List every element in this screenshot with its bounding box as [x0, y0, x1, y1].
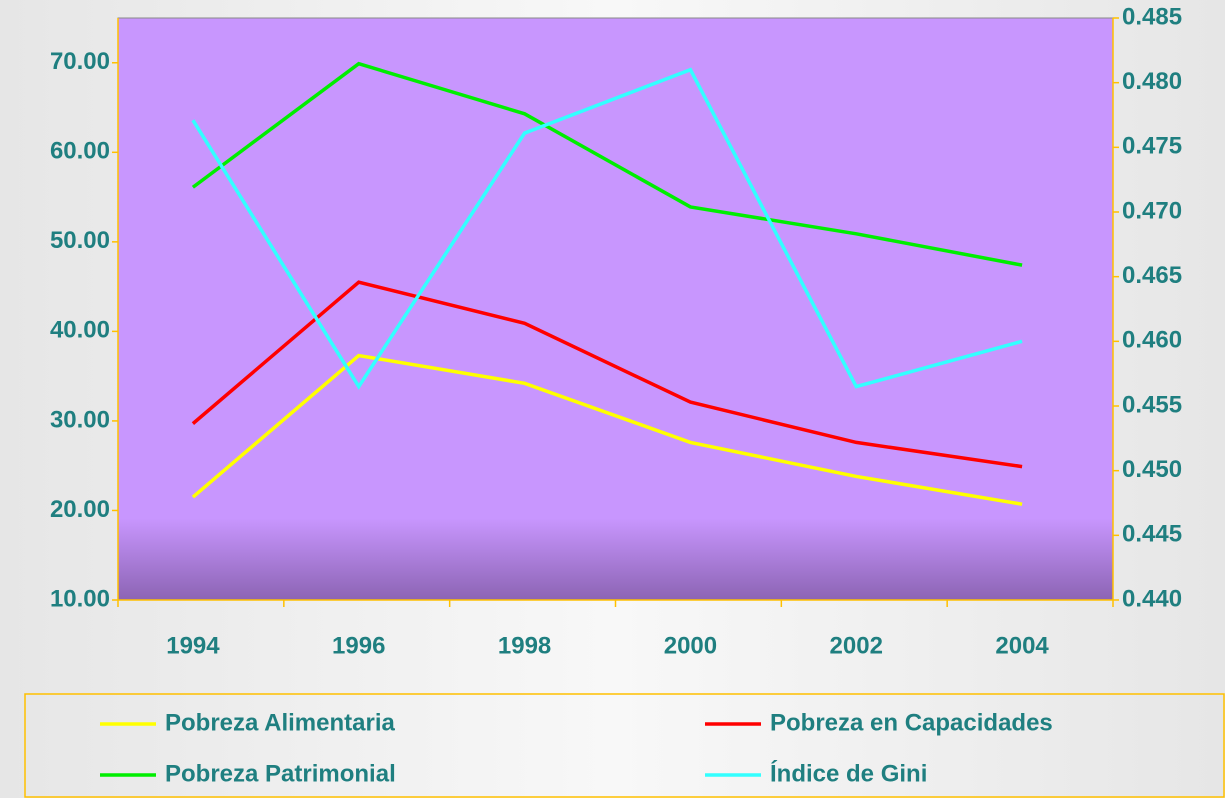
- y-tick-label: 10.00: [50, 585, 110, 612]
- y2-tick-label: 0.450: [1122, 456, 1182, 483]
- y-tick-label: 20.00: [50, 496, 110, 523]
- series-line: [191, 353, 1023, 506]
- legend-label: Pobreza Patrimonial: [165, 760, 396, 787]
- series-line: [191, 67, 1023, 390]
- x-tick-label: 2002: [830, 632, 883, 659]
- y2-tick-label: 0.465: [1122, 262, 1182, 289]
- plot-area: [117, 17, 1114, 601]
- x-tick-label: 2000: [664, 632, 717, 659]
- y2-tick-label: 0.455: [1122, 391, 1182, 418]
- series-line: [191, 280, 1023, 469]
- y2-tick-label: 0.480: [1122, 68, 1182, 95]
- y-tick-label: 70.00: [50, 48, 110, 75]
- y2-tick-label: 0.470: [1122, 197, 1182, 224]
- legend-label: Índice de Gini: [770, 759, 927, 787]
- x-tick-label: 1996: [332, 632, 385, 659]
- legend-box: [24, 693, 1225, 798]
- x-tick-label: 2004: [995, 632, 1049, 659]
- y2-tick-label: 0.460: [1122, 327, 1182, 354]
- y2-tick-label: 0.475: [1122, 133, 1182, 160]
- y2-tick-label: 0.485: [1122, 3, 1182, 30]
- y-tick-label: 60.00: [50, 138, 110, 165]
- y-tick-label: 30.00: [50, 406, 110, 433]
- y-tick-label: 50.00: [50, 227, 110, 254]
- y2-tick-label: 0.440: [1122, 585, 1182, 612]
- y2-tick-label: 0.445: [1122, 521, 1182, 548]
- series-line: [191, 61, 1023, 267]
- legend-label: Pobreza en Capacidades: [770, 709, 1053, 736]
- x-tick-label: 1994: [166, 632, 220, 659]
- x-tick-label: 1998: [498, 632, 551, 659]
- y-tick-label: 40.00: [50, 317, 110, 344]
- legend-label: Pobreza Alimentaria: [165, 709, 396, 736]
